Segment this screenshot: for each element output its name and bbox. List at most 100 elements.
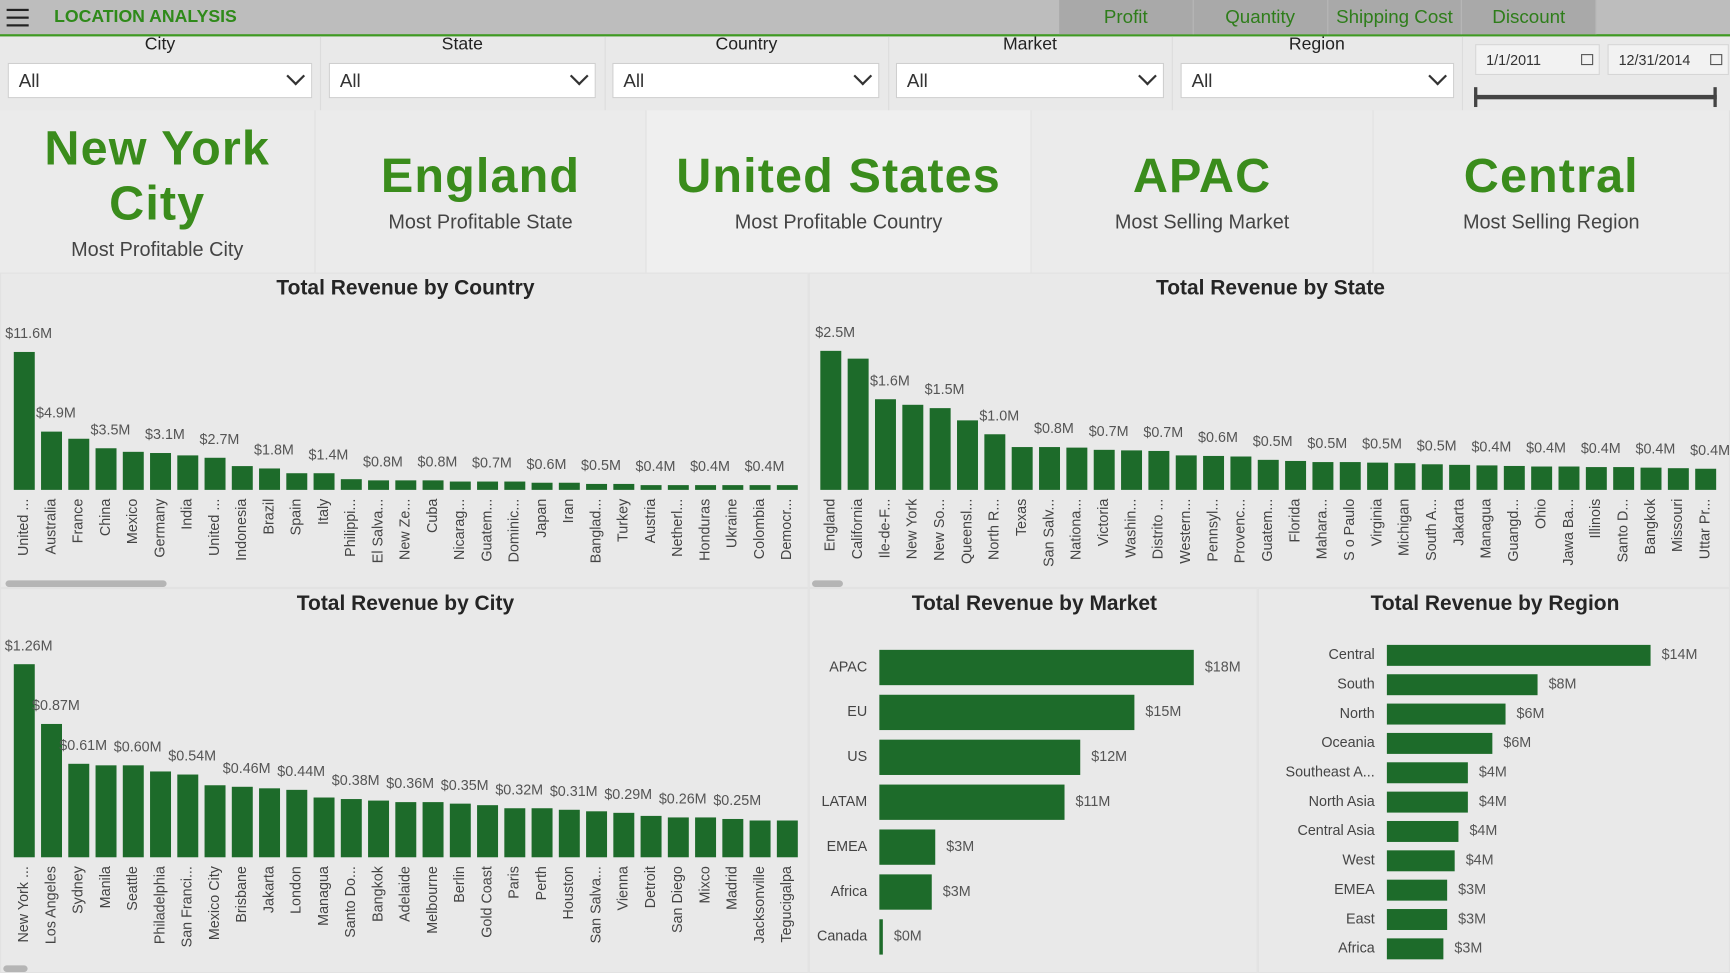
category-label: Japan	[534, 499, 550, 538]
value-label: $0.4M	[1636, 442, 1676, 458]
dropdown-value: All	[906, 70, 928, 92]
category-label: Africa	[1338, 941, 1375, 957]
category-label: North Asia	[1309, 794, 1375, 810]
bar	[1203, 455, 1225, 490]
date-input[interactable]: 1/1/2011	[1475, 44, 1600, 76]
category-label: Honduras	[697, 499, 713, 561]
category-label: Cuba	[425, 499, 441, 533]
bar	[313, 797, 335, 858]
dropdown[interactable]: All	[895, 62, 1165, 99]
nav-button[interactable]: Quantity	[1194, 0, 1328, 35]
category-label: Guatem...	[1260, 499, 1276, 562]
category-label: Santo D...	[1615, 499, 1631, 563]
nav-button[interactable]: Discount	[1462, 0, 1597, 35]
category-label: Western...	[1178, 499, 1194, 564]
filter-label: State	[441, 35, 483, 55]
scrollbar[interactable]	[5, 580, 167, 587]
category-label: San Franci...	[180, 866, 196, 947]
chart-panel: Total Revenue by Country $11.6M United ...…	[0, 272, 809, 589]
category-label: Central Asia	[1297, 823, 1374, 839]
bar	[1386, 791, 1468, 813]
bar	[477, 805, 499, 858]
dropdown-value: All	[339, 70, 361, 92]
value-label: $18M	[1205, 659, 1241, 675]
menu-button[interactable]	[6, 8, 29, 27]
scrollbar[interactable]	[3, 965, 28, 973]
value-label: $4.9M	[36, 406, 76, 422]
bar	[1386, 850, 1455, 872]
value-label: $1.0M	[979, 408, 1019, 424]
dropdown[interactable]: All	[7, 62, 313, 99]
filter: Region All	[1172, 36, 1464, 111]
dropdown[interactable]: All	[328, 62, 596, 99]
category-label: LATAM	[822, 794, 868, 810]
nav-button[interactable]: Profit	[1059, 0, 1194, 35]
kpi-value: APAC	[1132, 148, 1272, 204]
value-label: $0.4M	[1581, 441, 1621, 457]
kpi-card: APAC Most Selling Market	[1031, 110, 1374, 273]
dropdown[interactable]: All	[1180, 62, 1455, 99]
value-label: $0.5M	[1362, 437, 1402, 453]
category-label: Jacksonville	[752, 866, 768, 943]
filter-label: City	[144, 35, 176, 55]
category-label: Washin...	[1123, 499, 1139, 558]
bar	[504, 808, 526, 858]
bar	[286, 473, 308, 490]
filter-label: Country	[715, 35, 778, 55]
category-label: France	[71, 499, 87, 544]
category-label: Austria	[643, 499, 659, 544]
category-label: Los Angeles	[43, 866, 59, 944]
category-label: Houston	[561, 866, 577, 919]
bar	[68, 438, 90, 490]
filter: City All	[0, 35, 322, 111]
value-label: $0.46M	[223, 761, 271, 777]
bar	[1695, 468, 1717, 490]
value-label: $3M	[1454, 941, 1482, 957]
bar	[695, 485, 717, 490]
dropdown[interactable]: All	[612, 62, 880, 99]
nav-button[interactable]: Shipping Cost	[1328, 0, 1463, 35]
category-label: Michigan	[1397, 499, 1413, 556]
bar	[1339, 462, 1361, 490]
category-label: Provenc...	[1233, 499, 1249, 564]
bar	[1148, 450, 1170, 490]
category-label: Jakarta	[1451, 499, 1467, 546]
bar	[477, 481, 499, 490]
bar	[847, 358, 869, 490]
date-input[interactable]: 12/31/2014	[1607, 44, 1729, 76]
bar	[13, 664, 35, 858]
category-label: Victoria	[1096, 499, 1112, 547]
bar	[1039, 447, 1061, 490]
category-label: Melbourne	[425, 866, 441, 934]
scrollbar[interactable]	[812, 580, 843, 587]
value-label: $0.6M	[1198, 430, 1238, 446]
category-label: Iran	[561, 499, 577, 524]
bar	[1257, 459, 1279, 490]
bar	[929, 408, 951, 490]
category-label: Colombia	[752, 499, 768, 560]
bar	[259, 788, 281, 858]
value-label: $1.5M	[925, 382, 965, 398]
value-label: $0.61M	[59, 738, 107, 754]
category-label: Mahara...	[1315, 499, 1331, 560]
value-label: $11.6M	[5, 326, 52, 342]
category-label: San Diego	[670, 866, 686, 933]
value-label: $3M	[1458, 911, 1486, 927]
category-label: Australia	[43, 499, 59, 555]
value-label: $0.31M	[550, 784, 598, 800]
value-label: $0.32M	[495, 782, 543, 798]
bar	[531, 482, 553, 490]
date-slider[interactable]	[1474, 87, 1717, 108]
value-label: $4M	[1466, 853, 1494, 869]
bar	[1558, 466, 1580, 490]
bar	[1386, 674, 1538, 696]
bar	[1011, 447, 1033, 490]
dropdown-value: All	[623, 70, 645, 92]
bar	[1386, 644, 1651, 666]
bar	[177, 455, 199, 490]
value-label: $0.4M	[636, 459, 676, 475]
value-label: $4M	[1479, 794, 1507, 810]
filter: State All	[320, 35, 606, 111]
bar	[122, 451, 144, 490]
nav: Profit Quantity Shipping Cost Discount	[1059, 0, 1597, 35]
